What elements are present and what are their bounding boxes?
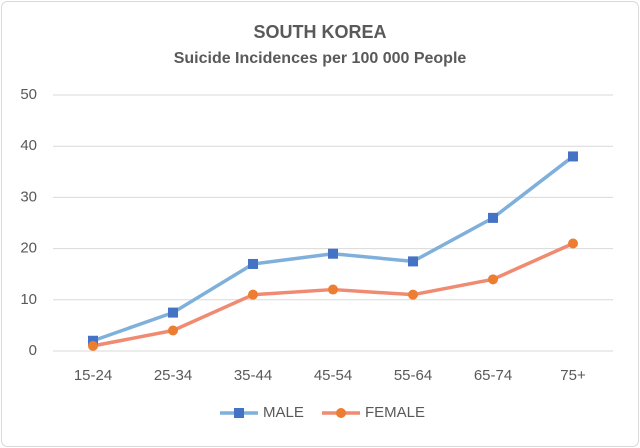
x-tick-label: 35-44 [234,367,272,384]
x-tick-label: 65-74 [474,367,512,384]
x-tick-label: 25-34 [154,367,192,384]
marker [248,289,258,300]
legend-label: MALE [263,404,304,421]
y-tick-label: 10 [20,291,37,308]
marker [88,335,98,346]
y-tick-label: 0 [29,342,37,359]
chart-title: SOUTH KOREA [253,22,386,42]
marker [88,340,98,351]
marker [408,256,418,267]
marker [488,212,498,223]
marker [408,289,418,300]
marker [328,248,338,259]
x-tick-label: 15-24 [74,367,112,384]
marker [328,284,338,295]
chart-subtitle: Suicide Incidences per 100 000 People [174,50,467,67]
y-tick-label: 20 [20,240,37,257]
x-tick-label: 45-54 [314,367,352,384]
legend-label: FEMALE [365,404,425,421]
marker [488,274,498,285]
legend-marker [336,408,346,418]
x-tick-label: 55-64 [394,367,432,384]
marker [568,151,578,162]
legend-marker [234,408,244,418]
marker [168,325,178,336]
y-tick-label: 40 [20,137,37,154]
marker [248,258,258,269]
y-tick-label: 30 [20,188,37,205]
marker [568,238,578,249]
marker [168,307,178,318]
y-tick-label: 50 [20,86,37,103]
x-tick-label: 75+ [560,367,586,384]
